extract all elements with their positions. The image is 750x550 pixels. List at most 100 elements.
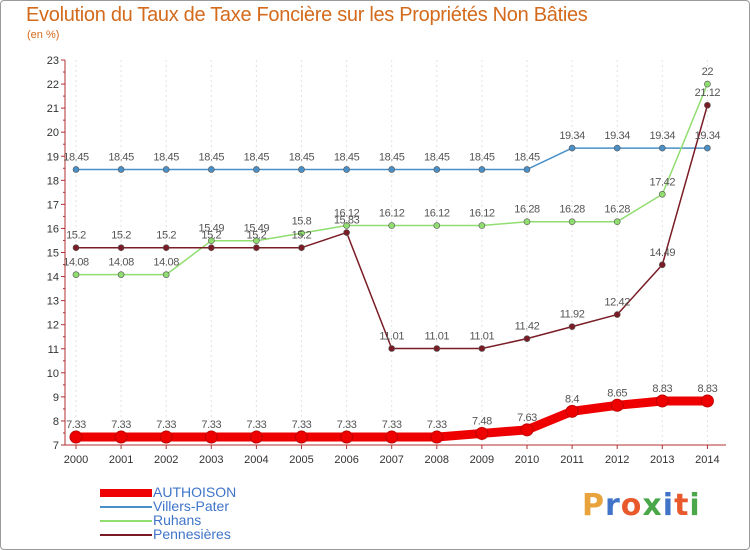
data-point xyxy=(204,430,218,444)
data-label: 11.01 xyxy=(424,331,449,343)
y-tick-label: 7 xyxy=(53,440,59,452)
data-point xyxy=(343,229,350,236)
logo-letter: o xyxy=(620,488,643,523)
data-label: 14.49 xyxy=(650,247,676,259)
data-point xyxy=(117,166,125,173)
legend-swatch xyxy=(100,520,152,522)
y-tick-label: 20 xyxy=(47,127,59,139)
data-label: 16.12 xyxy=(424,208,450,220)
legend-label: Ruhans xyxy=(153,512,202,528)
data-point xyxy=(162,166,170,173)
data-label: 8.4 xyxy=(565,393,579,405)
y-tick-label: 11 xyxy=(48,344,59,356)
data-point xyxy=(208,237,215,245)
data-point xyxy=(69,430,83,444)
data-label: 17.42 xyxy=(650,176,676,188)
logo-letter: i xyxy=(662,488,675,523)
data-label: 7.33 xyxy=(292,419,312,431)
data-point xyxy=(658,190,666,198)
y-tick-label: 10 xyxy=(47,368,59,380)
data-point xyxy=(568,144,576,152)
data-label: 8.65 xyxy=(607,387,627,399)
x-tick-label: 2008 xyxy=(425,454,449,466)
data-point xyxy=(523,335,531,342)
legend-label: AUTHOISON xyxy=(153,484,237,500)
data-point xyxy=(565,404,579,418)
data-label: 14.08 xyxy=(108,257,134,269)
data-point xyxy=(298,244,305,251)
y-tick-label: 18 xyxy=(47,175,59,187)
data-point xyxy=(704,144,711,152)
data-label: 18.45 xyxy=(424,151,450,163)
y-tick-label: 22 xyxy=(47,79,59,91)
data-point xyxy=(433,166,441,173)
data-point xyxy=(704,80,711,88)
y-tick-label: 13 xyxy=(47,296,59,308)
legend-label: Villers-Pater xyxy=(153,498,229,514)
data-point xyxy=(72,166,80,173)
data-label: 19.34 xyxy=(604,130,630,142)
data-point xyxy=(295,430,308,444)
data-point xyxy=(343,222,350,229)
data-label: 18.45 xyxy=(108,151,134,163)
data-point xyxy=(253,244,260,251)
x-tick-label: 2014 xyxy=(695,454,719,466)
data-label: 18.45 xyxy=(289,151,315,163)
data-label: 7.33 xyxy=(66,419,86,431)
data-label: 15.2 xyxy=(66,230,86,242)
legend-label: Pennesières xyxy=(153,526,231,542)
data-label: 7.33 xyxy=(111,419,131,431)
data-label: 15.8 xyxy=(292,215,312,227)
data-point xyxy=(430,430,444,444)
data-point xyxy=(343,166,350,173)
proxiti-logo: Proxiti xyxy=(582,488,701,523)
data-point xyxy=(117,244,125,251)
x-tick-label: 2000 xyxy=(64,454,88,466)
unit-label: (en %) xyxy=(27,29,60,41)
data-point xyxy=(658,261,666,269)
logo-letter: i xyxy=(689,488,701,523)
data-point xyxy=(475,426,489,440)
data-point xyxy=(72,244,80,251)
data-point xyxy=(388,345,396,352)
data-label: 7.33 xyxy=(427,419,447,431)
legend-swatch xyxy=(100,534,152,536)
data-label: 7.33 xyxy=(246,419,266,431)
data-point xyxy=(655,394,669,408)
data-point xyxy=(298,166,305,173)
data-point xyxy=(433,222,441,229)
data-label: 15.2 xyxy=(156,230,176,242)
data-point xyxy=(114,430,128,444)
data-label: 15.2 xyxy=(292,230,312,242)
logo-letter: r xyxy=(605,488,621,523)
data-point xyxy=(162,271,170,278)
legend-swatch xyxy=(100,489,152,497)
x-tick-label: 2013 xyxy=(650,454,674,466)
x-tick-label: 2003 xyxy=(199,454,223,466)
data-label: 18.45 xyxy=(469,151,495,163)
data-label: 16.28 xyxy=(559,204,585,216)
data-point xyxy=(385,430,399,444)
data-point xyxy=(208,166,215,173)
data-point xyxy=(613,218,621,225)
data-label: 15.83 xyxy=(334,215,360,227)
data-label: 15.2 xyxy=(201,230,221,242)
data-label: 14.08 xyxy=(153,257,179,269)
data-point xyxy=(340,430,354,444)
data-point xyxy=(523,218,531,225)
logo-letter: x xyxy=(642,488,663,523)
logo-letter: P xyxy=(582,488,605,523)
chart-title: Evolution du Taux de Taxe Foncière sur l… xyxy=(26,4,588,26)
data-label: 11.01 xyxy=(379,331,404,343)
data-point xyxy=(117,271,125,278)
data-label: 14.08 xyxy=(63,257,89,269)
data-point xyxy=(72,271,80,278)
data-point xyxy=(208,244,215,251)
data-label: 16.28 xyxy=(514,204,540,216)
data-label: 7.33 xyxy=(337,419,357,431)
data-label: 15.2 xyxy=(246,230,266,242)
data-point xyxy=(704,101,711,109)
data-point xyxy=(613,311,621,318)
data-point xyxy=(388,222,396,229)
x-tick-label: 2006 xyxy=(334,454,358,466)
